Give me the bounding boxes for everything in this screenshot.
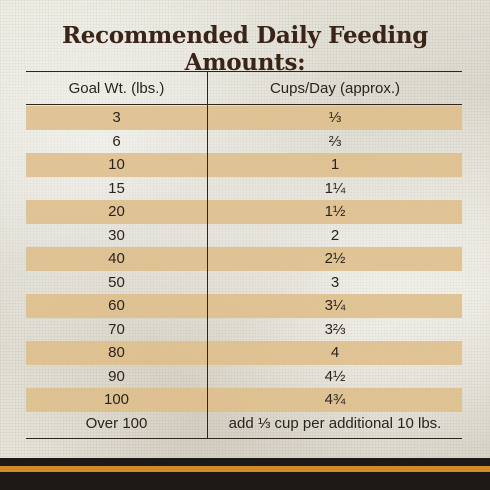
table-row: 80 4 [26, 341, 462, 365]
table-row: 90 4½ [26, 365, 462, 389]
table-row: Over 100 add ⅓ cup per additional 10 lbs… [26, 412, 462, 436]
cups-cell: 4 [330, 344, 340, 362]
weight-cell: 6 [112, 132, 121, 150]
weight-cell: 70 [108, 320, 125, 338]
weight-cell: 20 [108, 203, 125, 221]
table-row: 60 3¼ [26, 294, 462, 318]
cups-cell: 2 [330, 226, 340, 244]
page-title: Recommended Daily Feeding Amounts: [61, 22, 429, 76]
weight-cell: 30 [108, 226, 125, 244]
weight-cell: 40 [108, 250, 125, 268]
footer-accent-stripe [0, 466, 490, 472]
weight-cell: 50 [108, 273, 125, 291]
column-divider [207, 72, 208, 438]
weight-cell: 60 [108, 297, 125, 315]
table-row: 100 4¾ [26, 388, 462, 412]
table-row: 6 ⅔ [26, 130, 462, 154]
weight-cell: 100 [103, 391, 130, 409]
table-row: 20 1½ [26, 200, 462, 224]
cups-cell: 4¾ [324, 391, 346, 409]
table-header: Goal Wt. (lbs.) Cups/Day (approx.) [26, 72, 462, 105]
cups-cell: 1½ [324, 203, 346, 221]
header-goal-weight: Goal Wt. (lbs.) [68, 79, 165, 97]
weight-cell: 10 [108, 156, 125, 174]
cups-cell: add ⅓ cup per additional 10 lbs. [228, 414, 442, 432]
cups-cell: 1 [330, 156, 340, 174]
cups-cell: 4½ [324, 367, 346, 385]
table-row: 10 1 [26, 153, 462, 177]
cups-cell: 2½ [324, 250, 346, 268]
weight-cell: Over 100 [85, 414, 148, 432]
header-cups-per-day: Cups/Day (approx.) [269, 79, 401, 97]
table-row: 40 2½ [26, 247, 462, 271]
cups-cell: ⅔ [328, 132, 342, 150]
cups-cell: 3 [330, 273, 340, 291]
cups-cell: 3¼ [324, 297, 346, 315]
cups-cell: 1¼ [324, 179, 346, 197]
table-row: 15 1¼ [26, 177, 462, 201]
weight-cell: 90 [108, 367, 125, 385]
cups-cell: 3⅔ [324, 320, 346, 338]
footer-band [0, 458, 490, 490]
table-row: 30 2 [26, 224, 462, 248]
table-body: 3 ⅓ 6 ⅔ 10 1 15 1¼ 20 1½ 30 2 40 2½ 50 3 [26, 106, 462, 435]
table-row: 70 3⅔ [26, 318, 462, 342]
cups-cell: ⅓ [328, 109, 342, 127]
weight-cell: 3 [112, 109, 121, 127]
weight-cell: 15 [108, 179, 125, 197]
table-row: 3 ⅓ [26, 106, 462, 130]
weight-cell: 80 [108, 344, 125, 362]
table-row: 50 3 [26, 271, 462, 295]
feeding-table: Goal Wt. (lbs.) Cups/Day (approx.) 3 ⅓ 6… [26, 71, 462, 439]
